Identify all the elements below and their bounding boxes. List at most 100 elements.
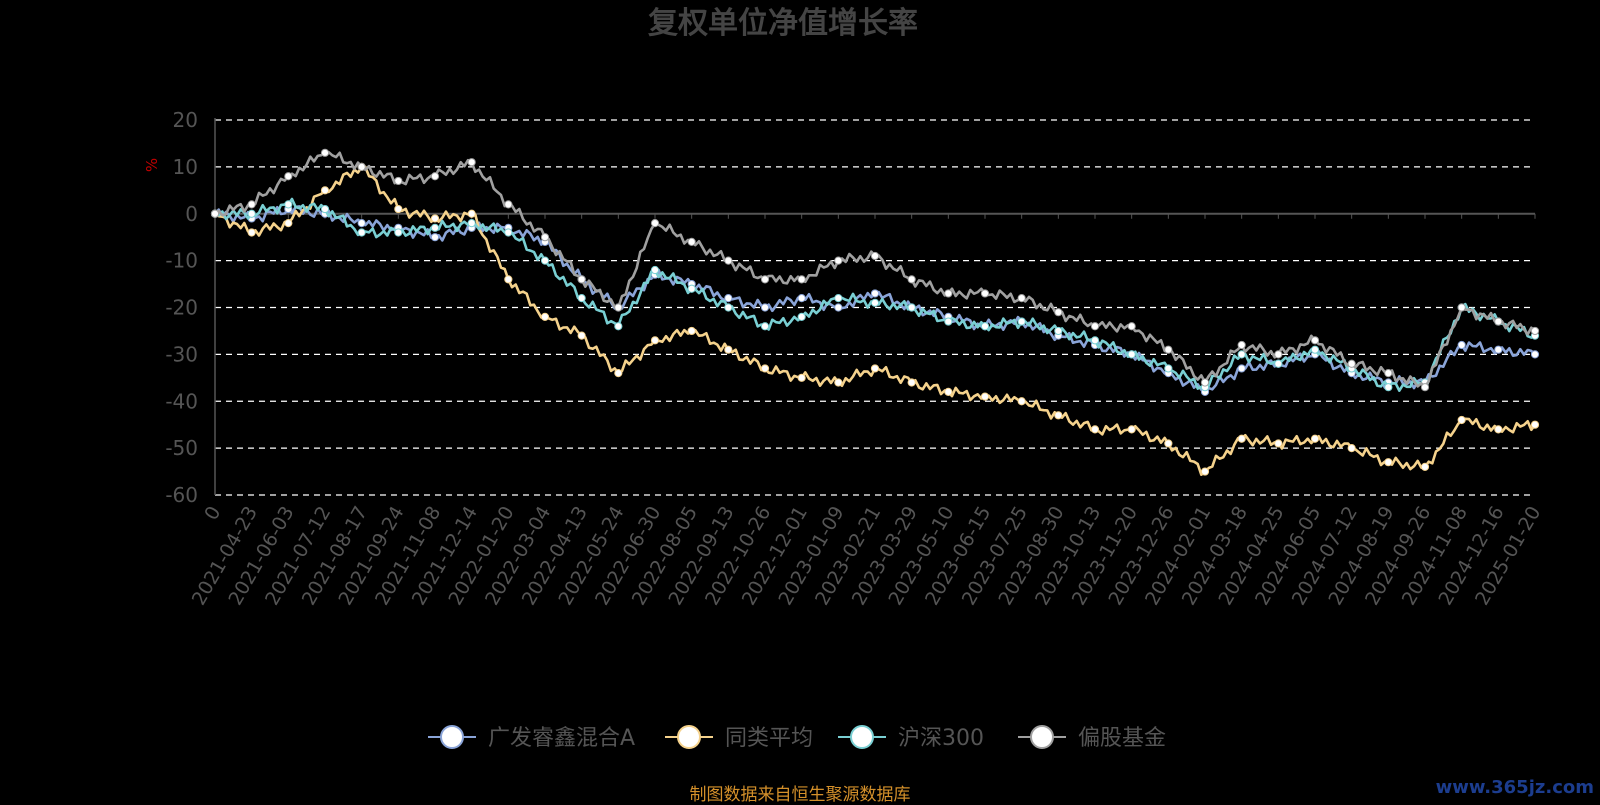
series-group bbox=[210, 162, 1540, 476]
data-point bbox=[907, 275, 916, 284]
data-point bbox=[944, 289, 953, 298]
y-axis-unit: % bbox=[143, 158, 161, 172]
y-tick-label: 20 bbox=[173, 108, 198, 132]
data-point bbox=[724, 294, 733, 303]
data-point bbox=[870, 289, 880, 298]
y-tick-label: -20 bbox=[165, 296, 198, 320]
data-point bbox=[247, 228, 256, 237]
legend[interactable]: 广发睿鑫混合A 同类平均 沪深300 偏股基金 bbox=[428, 725, 1166, 751]
y-tick-label: -40 bbox=[165, 389, 198, 413]
legend-item[interactable]: 沪深300 bbox=[838, 725, 984, 751]
data-point bbox=[430, 223, 440, 232]
data-point bbox=[284, 219, 293, 228]
data-point bbox=[614, 322, 623, 331]
data-source-note: 制图数据来自恒生聚源数据库 bbox=[689, 785, 911, 805]
data-point bbox=[1494, 425, 1503, 434]
data-point bbox=[284, 200, 293, 209]
data-point bbox=[870, 251, 880, 261]
data-point bbox=[1310, 345, 1320, 354]
data-point bbox=[724, 303, 733, 312]
data-point bbox=[540, 233, 550, 242]
y-tick-label: -10 bbox=[165, 249, 198, 273]
data-point bbox=[687, 237, 696, 246]
series-line bbox=[214, 150, 1536, 389]
data-point bbox=[284, 172, 293, 181]
data-point bbox=[1054, 411, 1063, 420]
y-tick-label: 0 bbox=[185, 202, 198, 226]
data-point bbox=[797, 294, 806, 303]
data-point bbox=[907, 378, 916, 387]
data-point bbox=[1274, 439, 1283, 448]
data-point bbox=[650, 265, 660, 275]
chart-title: 复权单位净值增长率 bbox=[648, 6, 918, 41]
data-point bbox=[980, 322, 990, 331]
legend-label: 同类平均 bbox=[725, 726, 813, 751]
data-point bbox=[760, 275, 770, 284]
data-point bbox=[944, 387, 953, 396]
data-point bbox=[577, 275, 586, 284]
data-point bbox=[1347, 359, 1356, 368]
data-point bbox=[1420, 462, 1430, 471]
data-point bbox=[1310, 434, 1320, 443]
data-point bbox=[320, 148, 330, 157]
data-point bbox=[980, 289, 990, 298]
y-axis-ticks: 20 10 0 -10 -20 -30 -40 -50 -60 bbox=[165, 108, 198, 507]
data-point bbox=[1237, 364, 1246, 373]
data-point bbox=[1200, 467, 1210, 476]
data-point bbox=[1457, 303, 1466, 312]
data-point bbox=[1090, 425, 1100, 434]
data-point bbox=[467, 219, 476, 228]
data-point bbox=[1237, 350, 1246, 359]
data-point bbox=[1054, 308, 1063, 317]
data-point bbox=[834, 378, 843, 387]
data-point bbox=[1164, 439, 1173, 448]
data-point bbox=[1420, 383, 1430, 392]
data-point bbox=[834, 294, 843, 303]
legend-item[interactable]: 偏股基金 bbox=[1018, 725, 1166, 751]
data-point bbox=[320, 186, 330, 195]
data-point bbox=[577, 294, 586, 303]
y-tick-label: 10 bbox=[173, 155, 198, 179]
data-point bbox=[1017, 317, 1026, 326]
data-point bbox=[1127, 425, 1136, 434]
data-point bbox=[1310, 336, 1320, 345]
data-point bbox=[724, 256, 733, 265]
data-point bbox=[1457, 340, 1466, 350]
data-point bbox=[357, 228, 366, 237]
data-point bbox=[1494, 317, 1503, 326]
data-point bbox=[247, 209, 256, 218]
x-axis-ticks: 02021-04-232021-06-032021-07-122021-08-1… bbox=[188, 503, 1546, 610]
legend-label: 广发睿鑫混合A bbox=[488, 726, 635, 751]
legend-label: 沪深300 bbox=[898, 726, 984, 751]
x-tick-label: 0 bbox=[200, 503, 225, 524]
data-point bbox=[430, 233, 440, 242]
chart-svg: 复权单位净值增长率 % 20 10 0 -10 -20 -30 -40 -50 -60 0202… bbox=[143, 6, 1546, 751]
data-point bbox=[1054, 326, 1063, 336]
data-point bbox=[1127, 322, 1136, 331]
data-point bbox=[540, 256, 550, 265]
data-point bbox=[614, 369, 623, 378]
data-point bbox=[870, 364, 880, 373]
y-tick-label: -30 bbox=[165, 342, 198, 366]
data-point bbox=[1017, 397, 1026, 406]
legend-item[interactable]: 广发睿鑫混合A bbox=[428, 725, 635, 751]
data-point bbox=[1017, 294, 1026, 303]
data-point bbox=[834, 303, 843, 312]
data-point bbox=[1274, 359, 1283, 368]
legend-marker bbox=[850, 725, 874, 749]
data-point bbox=[1530, 326, 1540, 336]
data-point bbox=[1384, 369, 1393, 378]
data-point bbox=[1384, 458, 1393, 467]
data-point bbox=[357, 219, 366, 228]
data-point bbox=[1530, 350, 1540, 359]
data-point bbox=[1384, 383, 1393, 392]
legend-marker bbox=[677, 725, 701, 749]
data-point bbox=[540, 312, 550, 321]
data-point bbox=[614, 303, 623, 312]
data-point bbox=[724, 345, 733, 354]
legend-item[interactable]: 同类平均 bbox=[665, 725, 813, 751]
legend-label: 偏股基金 bbox=[1078, 726, 1166, 751]
series-lines bbox=[210, 148, 1540, 476]
legend-marker bbox=[440, 725, 464, 749]
data-point bbox=[210, 209, 220, 218]
